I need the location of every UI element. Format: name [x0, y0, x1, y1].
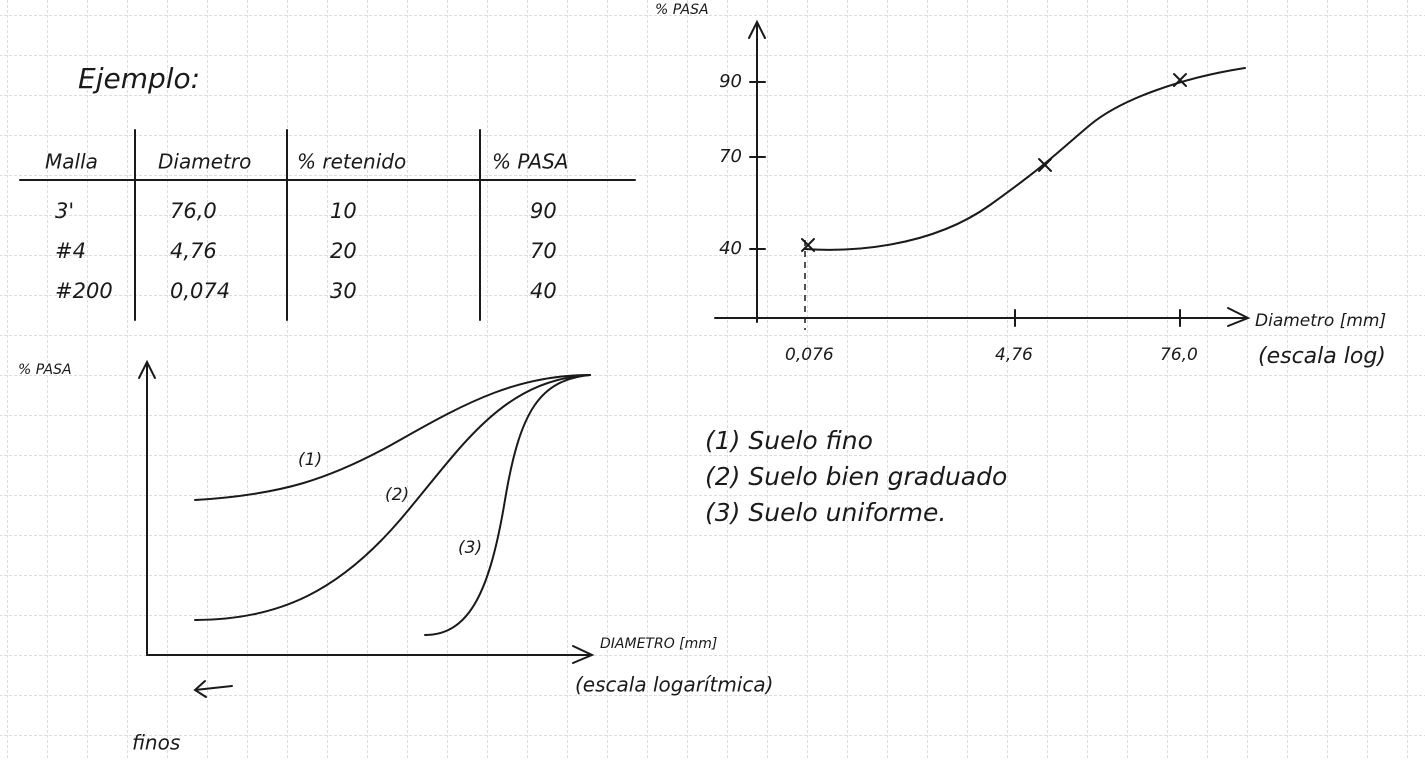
sketch-y-label: % PASA — [18, 362, 72, 378]
plot-x-note: (escala log) — [1258, 344, 1386, 369]
table-header: Malla — [45, 150, 98, 174]
table-cell: #200 — [55, 279, 113, 303]
sketch-x-label: DIAMETRO [mm] — [600, 636, 717, 652]
title: Ejemplo: — [78, 62, 200, 95]
curve-label: (3) — [458, 538, 482, 558]
x-tick-label: 4,76 — [995, 345, 1033, 365]
legend-entry: (3) Suelo uniforme. — [705, 498, 946, 527]
curve-label: (1) — [298, 450, 322, 470]
curve-label: (2) — [385, 485, 409, 505]
table-cell: #4 — [55, 239, 86, 263]
table-cell: 20 — [330, 239, 357, 263]
y-tick-label: 90 — [719, 71, 742, 92]
table-header: Diametro — [158, 150, 251, 174]
plot-y-label: % PASA — [655, 2, 709, 18]
x-tick-label: 76,0 — [1160, 345, 1198, 365]
table-cell: 3' — [55, 199, 74, 223]
notebook-page: Ejemplo: Malla Diametro % retenido % PASA 3'… — [0, 0, 1425, 760]
table-cell: 40 — [530, 279, 557, 303]
table-cell: 10 — [330, 199, 357, 223]
legend-entry: (2) Suelo bien graduado — [705, 462, 1007, 491]
legend-entry: (1) Suelo fino — [705, 426, 873, 455]
y-tick-label: 70 — [719, 146, 742, 167]
table-cell: 0,074 — [170, 279, 230, 303]
table-header: % PASA — [492, 150, 568, 174]
table-cell: 76,0 — [170, 199, 217, 223]
plot-x-label: Diametro [mm] — [1255, 311, 1386, 331]
table-cell: 90 — [530, 199, 557, 223]
table-cell: 4,76 — [170, 239, 217, 263]
x-tick-label: 0,076 — [785, 345, 834, 365]
arrow-label: finos — [132, 731, 180, 755]
sketch-x-note: (escala logarítmica) — [575, 673, 773, 697]
table-header: % retenido — [297, 150, 406, 174]
table-cell: 30 — [330, 279, 357, 303]
y-tick-label: 40 — [719, 238, 742, 259]
table-cell: 70 — [530, 239, 557, 263]
